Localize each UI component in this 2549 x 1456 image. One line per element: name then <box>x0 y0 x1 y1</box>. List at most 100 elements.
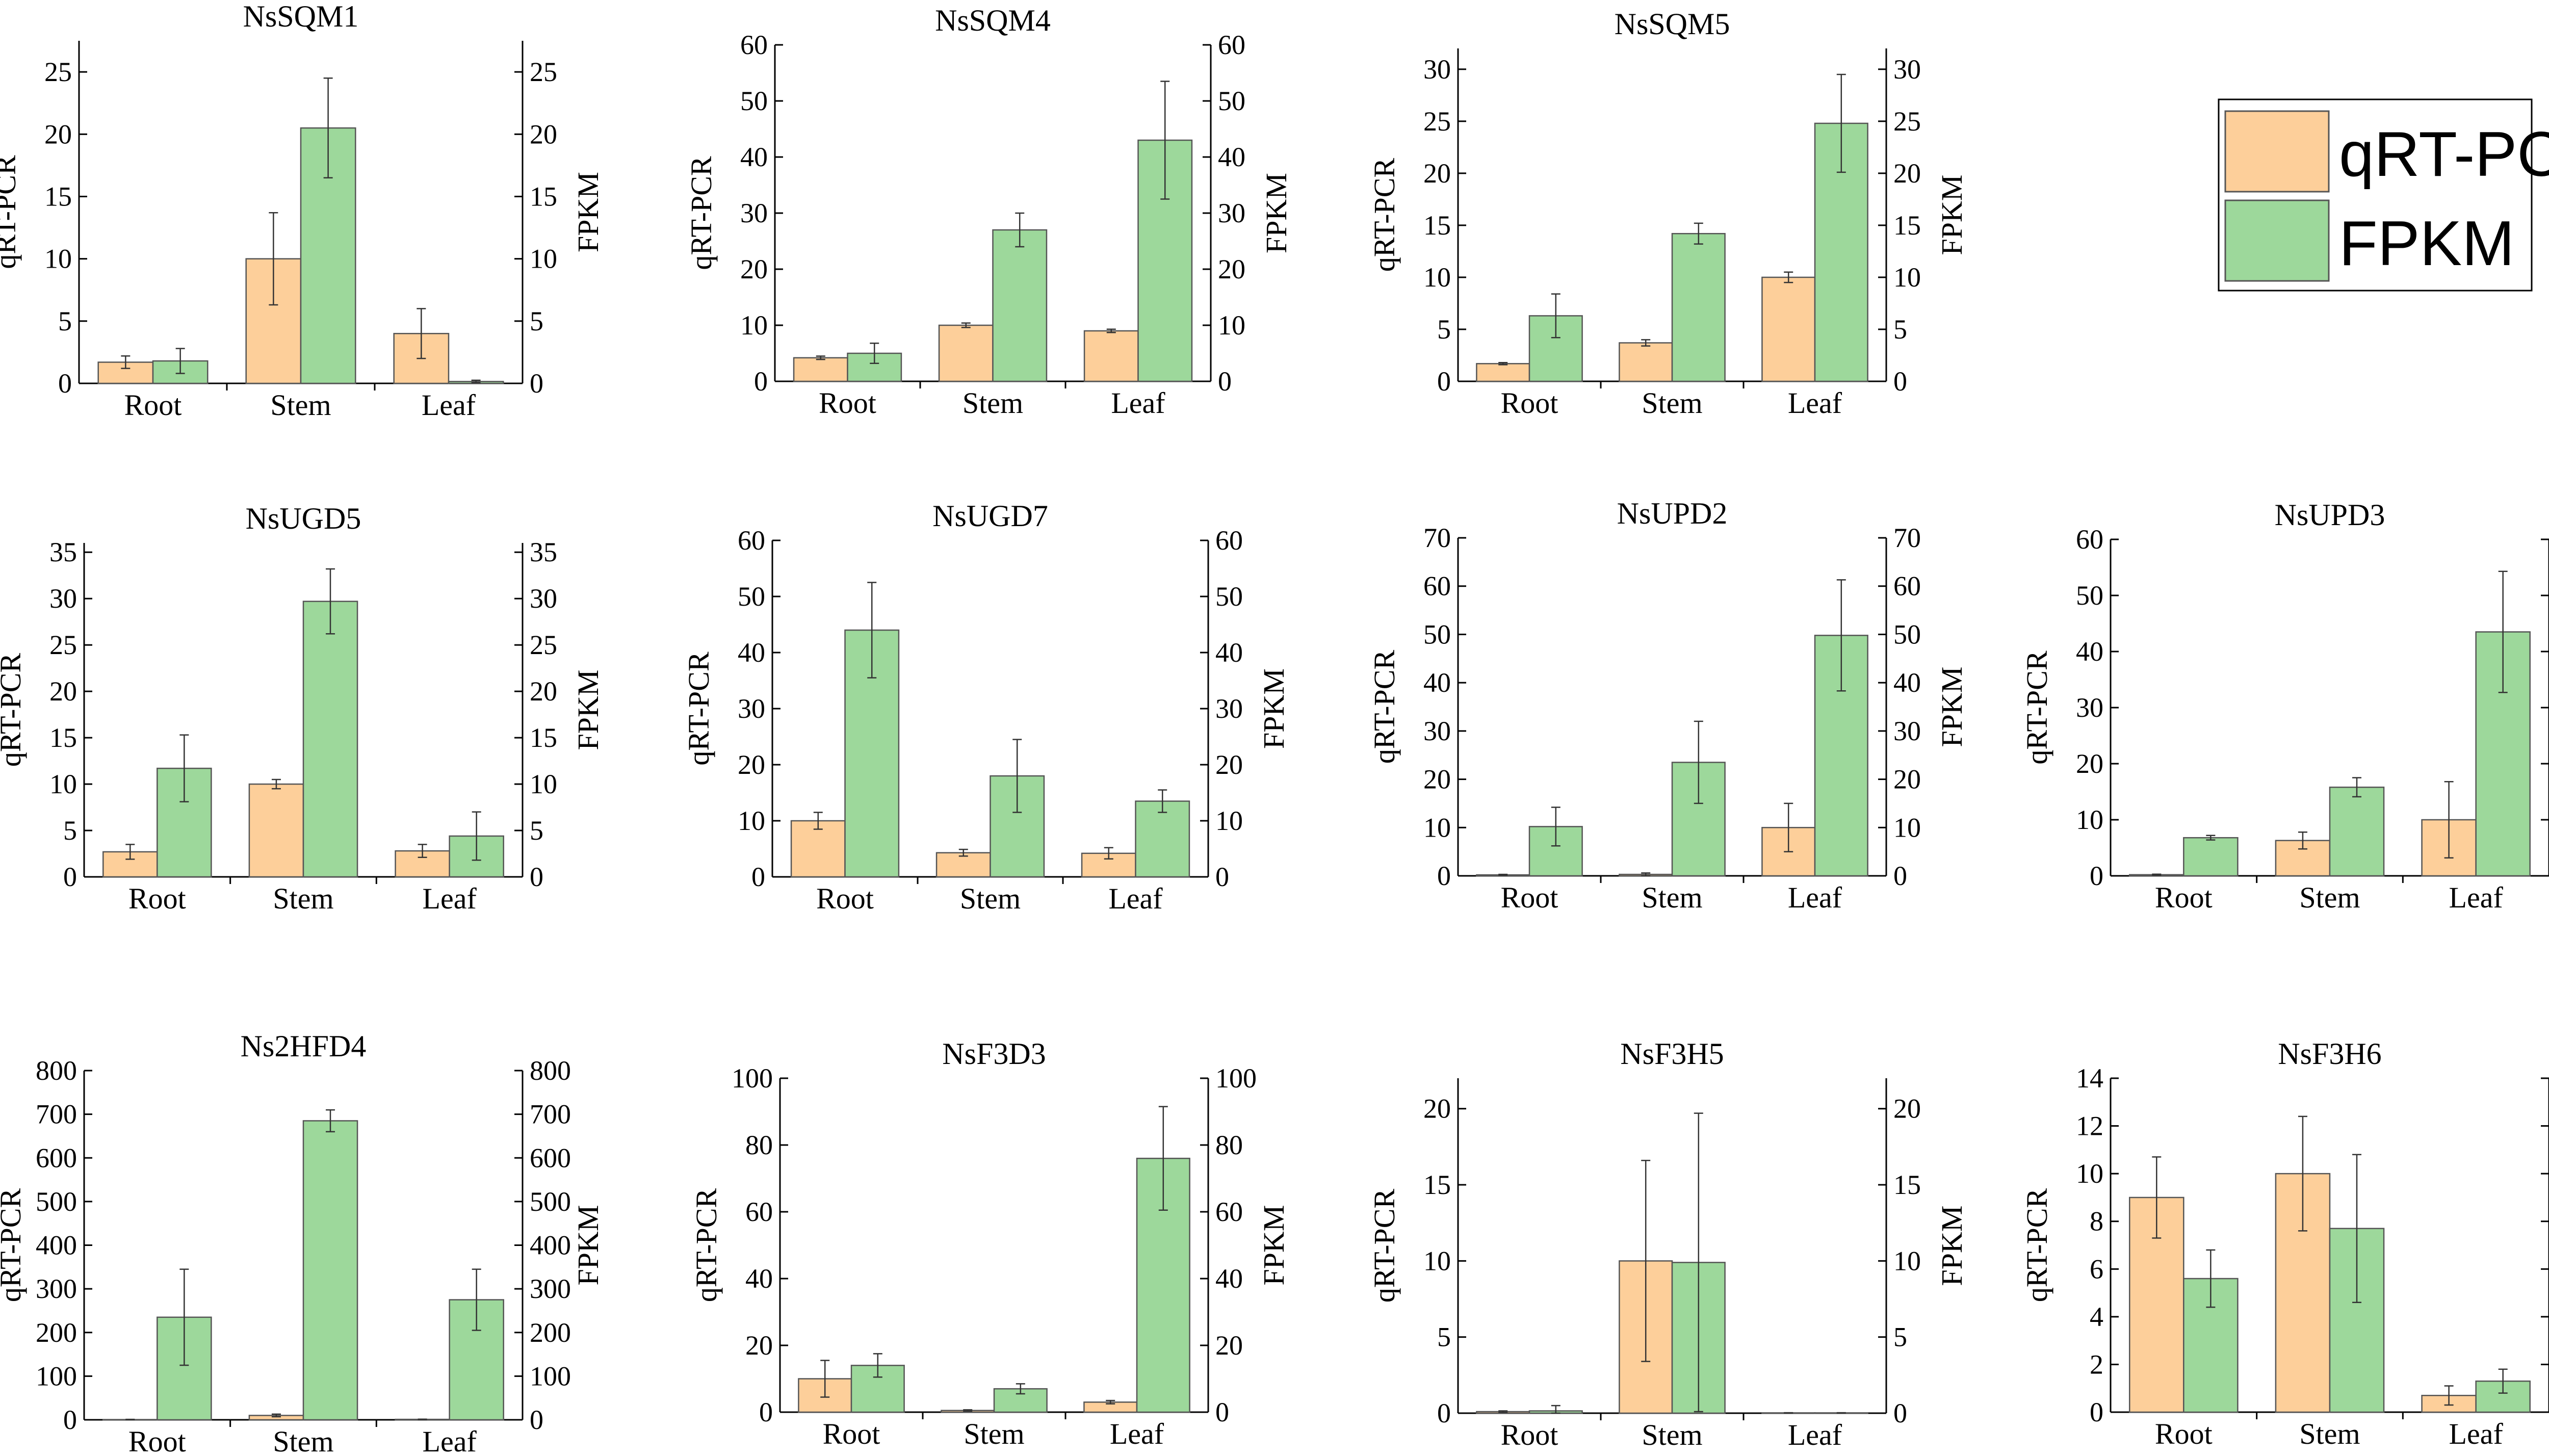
category-label: Leaf <box>2449 1417 2504 1450</box>
y-axis-label-left: qRT-PCR <box>1368 650 1401 764</box>
category-label: Root <box>819 386 876 420</box>
bar-qrtpcr <box>1761 276 1816 382</box>
left-tick-label: 15 <box>1423 1169 1451 1200</box>
bar-fpkm <box>1671 232 1726 382</box>
right-tick-label: 0 <box>530 1405 543 1435</box>
left-tick-label: 10 <box>740 310 768 341</box>
y-axis-label-left: qRT-PCR <box>1368 1189 1401 1303</box>
category-label: Root <box>128 882 186 915</box>
left-tick-label: 4 <box>2090 1302 2103 1332</box>
left-tick-label: 50 <box>2076 580 2103 611</box>
category-label: Leaf <box>1788 1418 1842 1451</box>
category-label: Leaf <box>1788 386 1842 420</box>
left-tick-label: 15 <box>1423 210 1451 241</box>
left-tick-label: 30 <box>2076 692 2103 723</box>
category-label: Root <box>2155 881 2213 914</box>
left-tick-label: 14 <box>2076 1063 2103 1094</box>
category-label: Stem <box>1642 881 1702 914</box>
left-tick-label: 25 <box>49 630 77 660</box>
chart-title: NsUPD2 <box>1617 497 1728 530</box>
right-tick-label: 40 <box>1215 1263 1243 1294</box>
left-tick-label: 600 <box>36 1142 77 1173</box>
right-tick-label: 60 <box>1215 525 1243 556</box>
left-tick-label: 60 <box>1423 571 1451 602</box>
left-tick-label: 5 <box>1437 1322 1451 1353</box>
category-label: Root <box>1501 1418 1558 1451</box>
category-label: Leaf <box>423 882 477 915</box>
left-tick-label: 20 <box>738 749 765 780</box>
category-label: Root <box>816 882 874 915</box>
category-label: Leaf <box>2449 881 2504 914</box>
category-label: Leaf <box>422 388 476 422</box>
left-tick-label: 20 <box>49 676 77 707</box>
bar-qrtpcr <box>793 357 848 382</box>
right-tick-label: 0 <box>1215 1397 1229 1427</box>
left-tick-label: 10 <box>738 805 765 836</box>
left-tick-label: 2 <box>2090 1349 2103 1380</box>
right-tick-label: 5 <box>1893 314 1907 345</box>
chart-title: NsSQM5 <box>1615 7 1730 41</box>
left-tick-label: 5 <box>63 815 77 846</box>
right-tick-label: 20 <box>1215 749 1243 780</box>
y-axis-label-left: qRT-PCR <box>1368 158 1401 272</box>
bar-fpkm <box>844 629 900 878</box>
bar-fpkm <box>302 1120 358 1421</box>
left-tick-label: 35 <box>49 537 77 567</box>
category-label: Stem <box>963 386 1023 420</box>
category-label: Leaf <box>1788 881 1842 914</box>
left-tick-label: 60 <box>2076 524 2103 555</box>
left-tick-label: 5 <box>58 306 72 336</box>
left-tick-label: 5 <box>1437 314 1451 345</box>
right-tick-label: 30 <box>1215 693 1243 724</box>
y-axis-label-left: qRT-PCR <box>0 1188 27 1303</box>
bar-qrtpcr <box>1619 342 1673 382</box>
left-tick-label: 8 <box>2090 1206 2103 1237</box>
category-label: Stem <box>960 882 1021 915</box>
category-label: Stem <box>273 1425 333 1456</box>
left-tick-label: 20 <box>1423 1094 1451 1124</box>
right-tick-label: 600 <box>530 1142 571 1173</box>
y-axis-label-left: qRT-PCR <box>685 156 718 270</box>
left-tick-label: 15 <box>44 181 72 212</box>
right-tick-label: 15 <box>530 181 557 212</box>
right-tick-label: 10 <box>1215 805 1243 836</box>
left-tick-label: 10 <box>2076 1158 2103 1189</box>
chart-nsugd7: 0 0 10 10 20 20 30 30 40 40 50 50 60 60 Root Stem Leaf Ns… <box>682 499 1290 915</box>
right-tick-label: 60 <box>1215 1197 1243 1227</box>
bar-qrtpcr <box>1476 363 1530 382</box>
right-tick-label: 20 <box>1893 1094 1921 1124</box>
left-tick-label: 25 <box>1423 106 1451 137</box>
right-tick-label: 15 <box>1893 210 1921 241</box>
legend-swatch-qrtpcr <box>2224 110 2330 193</box>
legend: qRT-PCR FPKM <box>2218 98 2549 292</box>
y-axis-label-right: FPKM <box>1257 668 1290 749</box>
right-tick-label: 0 <box>1893 366 1907 397</box>
left-tick-label: 0 <box>751 862 765 892</box>
chart-title: NsF3H6 <box>2278 1037 2381 1071</box>
right-tick-label: 40 <box>1215 637 1243 668</box>
left-tick-label: 50 <box>1423 619 1451 649</box>
bar-fpkm <box>2183 837 2239 877</box>
left-tick-label: 700 <box>36 1099 77 1130</box>
category-label: Leaf <box>1108 882 1163 915</box>
right-tick-label: 70 <box>1893 523 1921 553</box>
left-tick-label: 0 <box>1437 1398 1451 1428</box>
chart-title: NsUGD5 <box>246 502 361 535</box>
left-tick-label: 0 <box>2090 861 2103 891</box>
left-tick-label: 40 <box>1423 667 1451 698</box>
legend-label-fpkm: FPKM <box>2339 209 2514 279</box>
right-tick-label: 5 <box>1893 1322 1907 1353</box>
left-tick-label: 40 <box>2076 636 2103 667</box>
right-tick-label: 60 <box>1893 571 1921 602</box>
left-tick-label: 20 <box>1423 158 1451 189</box>
left-tick-label: 500 <box>36 1186 77 1217</box>
left-tick-label: 12 <box>2076 1111 2103 1141</box>
left-tick-label: 200 <box>36 1317 77 1348</box>
right-tick-label: 0 <box>1893 861 1907 891</box>
left-tick-label: 400 <box>36 1230 77 1261</box>
left-tick-label: 30 <box>49 583 77 614</box>
left-tick-label: 50 <box>740 86 768 116</box>
legend-label-qrtpcr: qRT-PCR <box>2339 119 2549 190</box>
y-axis-label-right: FPKM <box>1260 173 1293 253</box>
